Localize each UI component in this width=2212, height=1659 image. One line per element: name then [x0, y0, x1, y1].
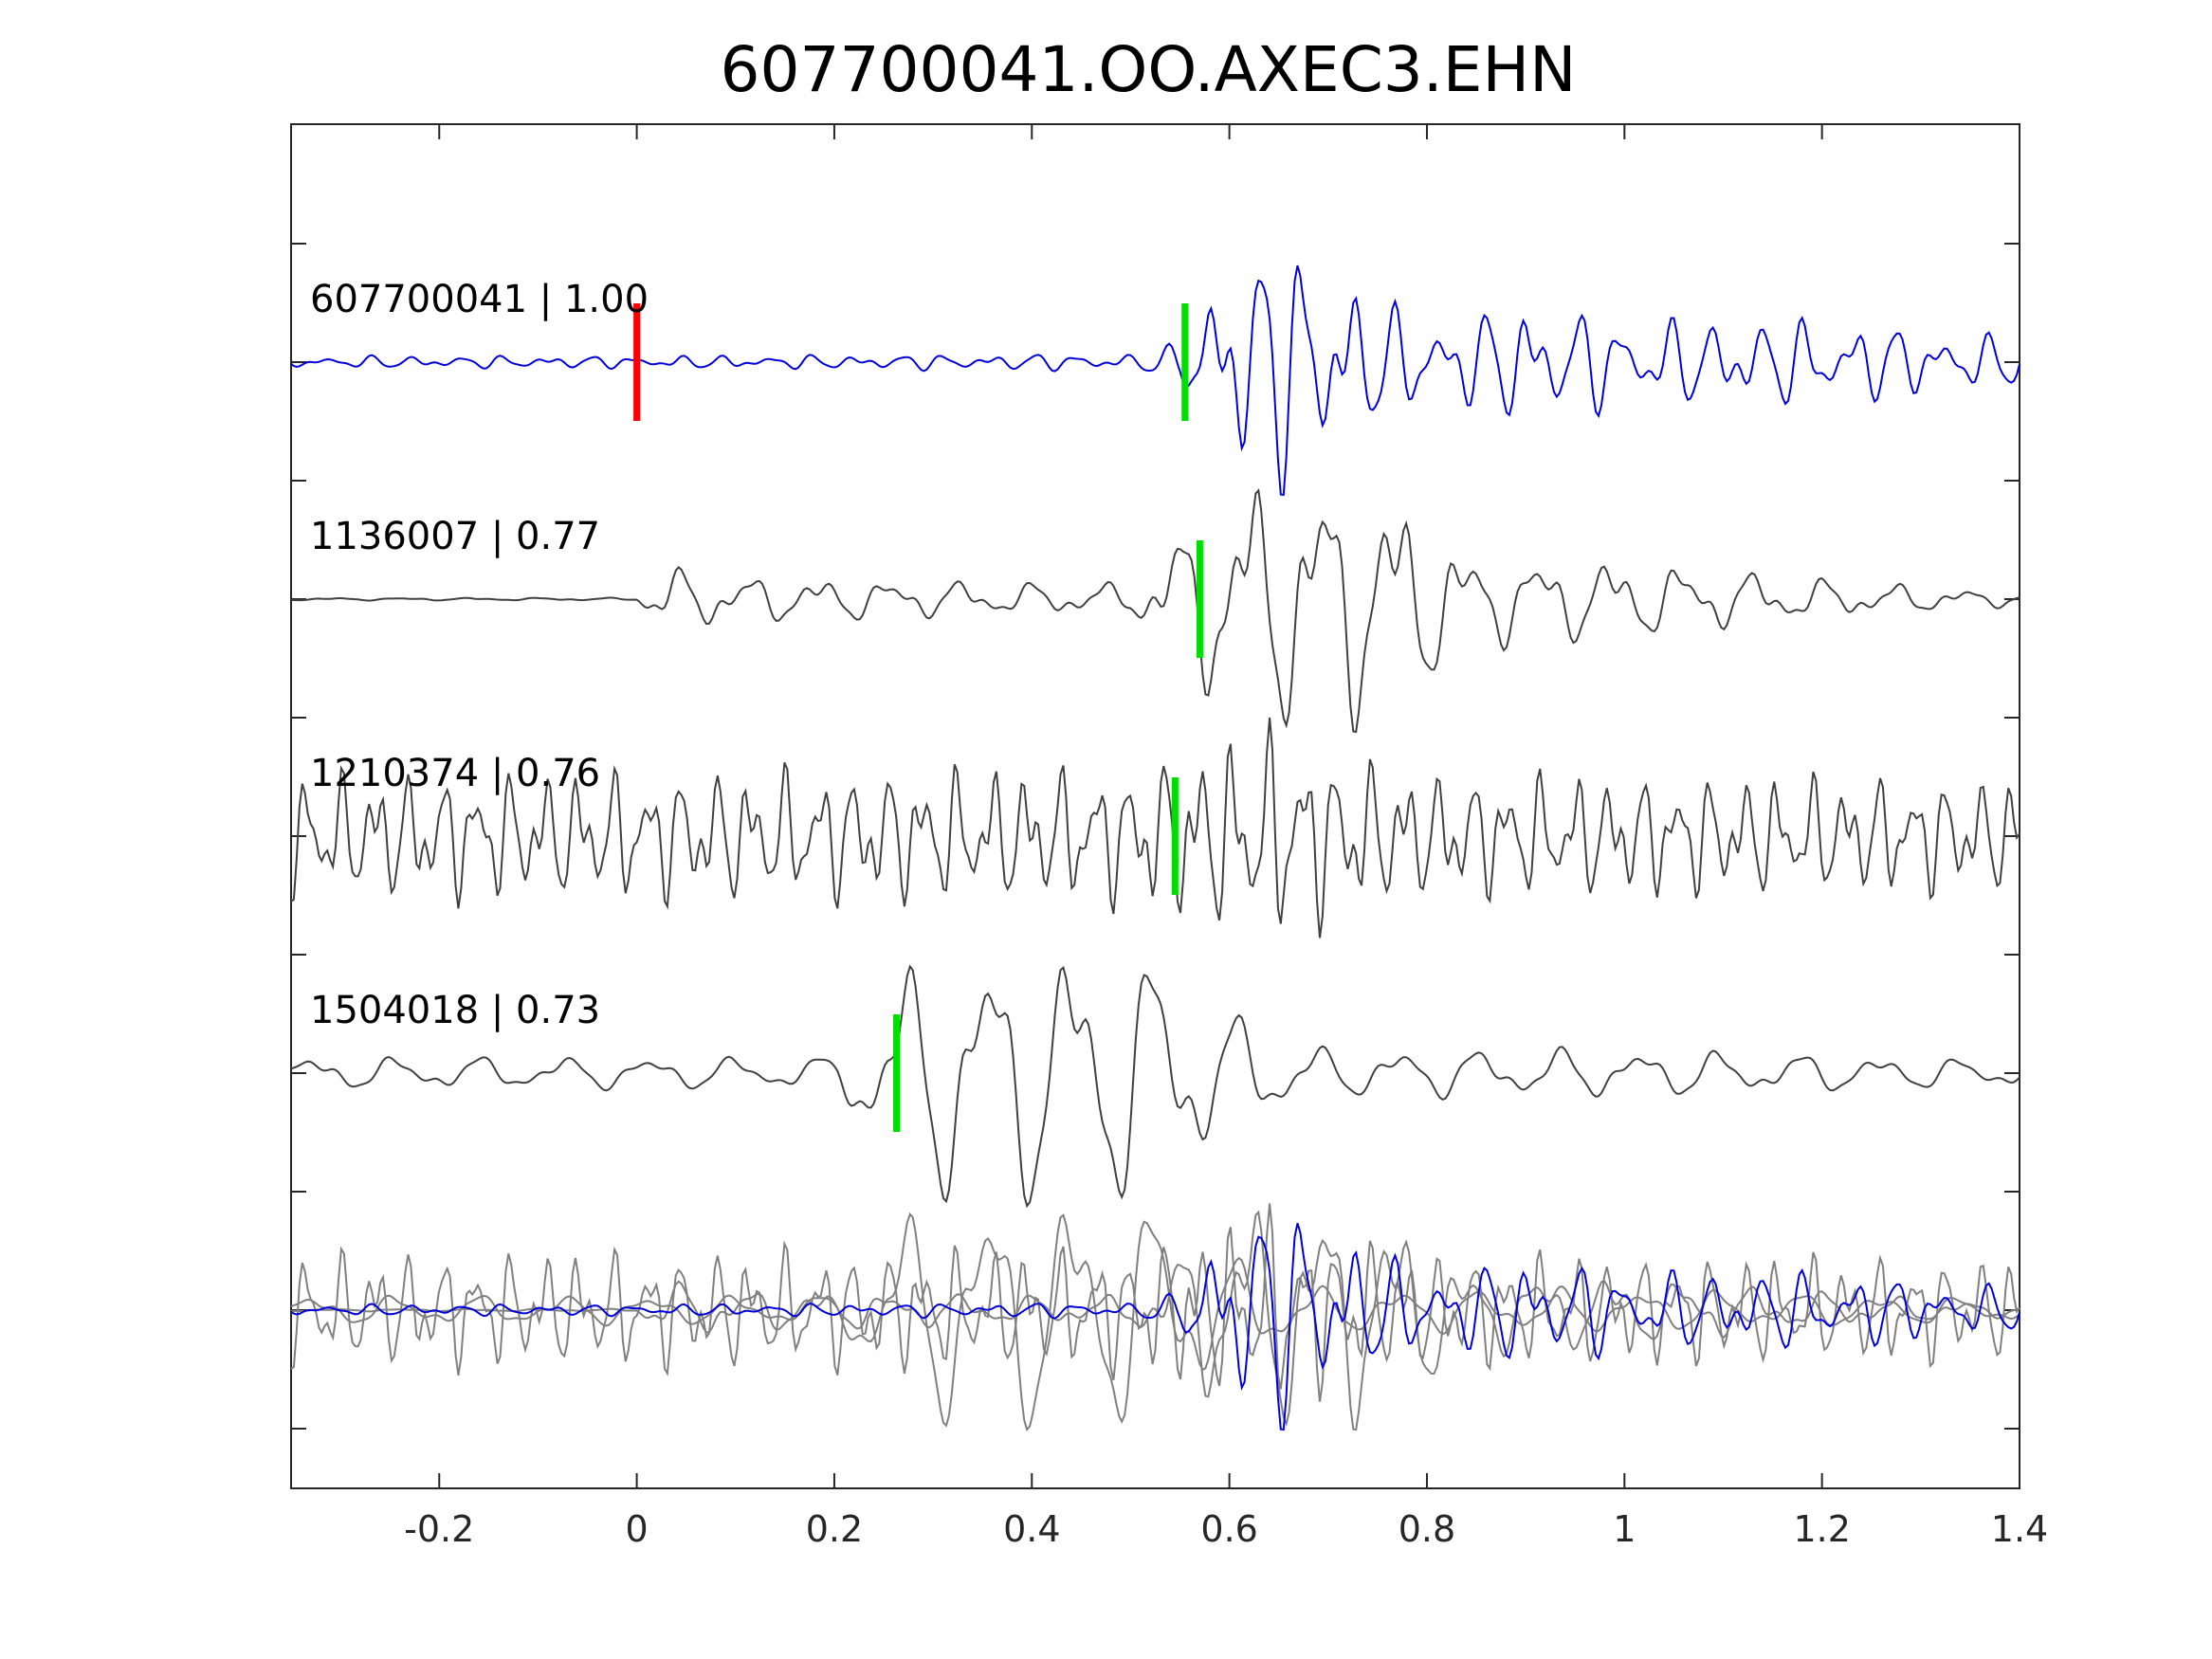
x-tick-label: 0.8: [1398, 1508, 1455, 1550]
x-tick-label: 0.4: [1003, 1508, 1060, 1550]
trace-607700041: [290, 264, 2020, 497]
x-tick-label: 1.2: [1793, 1508, 1850, 1550]
x-tick-label: 1: [1613, 1508, 1636, 1550]
trace-group: [290, 264, 2020, 1209]
plot-frame: [290, 123, 2020, 1489]
axis-ticks: -0.2 0 0.2 0.4 0.6 0.8 1 1.2 1.4: [291, 124, 2048, 1550]
overlay-trace-1210374: [290, 1203, 2020, 1402]
trace-label-1504018: 1504018 | 0.73: [310, 989, 600, 1032]
trace-label-607700041: 607700041 | 1.00: [310, 278, 649, 321]
trace-labels: 607700041 | 1.00 1136007 | 0.77 1210374 | …: [310, 278, 649, 1032]
x-tick-label: 0.2: [806, 1508, 863, 1550]
x-tick-label: 0.6: [1200, 1508, 1257, 1550]
trace-label-1210374: 1210374 | 0.76: [310, 752, 600, 795]
overlay-trace-607700041: [290, 1223, 2020, 1431]
trace-1210374: [290, 717, 2020, 939]
x-tick-label: 0: [626, 1508, 649, 1550]
pick-markers: [633, 303, 1203, 1132]
x-tick-label: 1.4: [1991, 1508, 2048, 1550]
trace-1504018: [290, 964, 2020, 1209]
overlay-trace-1136007: [291, 1210, 2020, 1431]
trace-label-1136007: 1136007 | 0.77: [310, 515, 600, 558]
x-tick-label: -0.2: [404, 1508, 474, 1550]
overlay-group: [290, 1203, 2020, 1432]
chart-title: 607700041.OO.AXEC3.EHN: [721, 33, 1577, 106]
overlay-trace-1504018: [290, 1212, 2020, 1432]
trace-1136007: [291, 488, 2020, 734]
